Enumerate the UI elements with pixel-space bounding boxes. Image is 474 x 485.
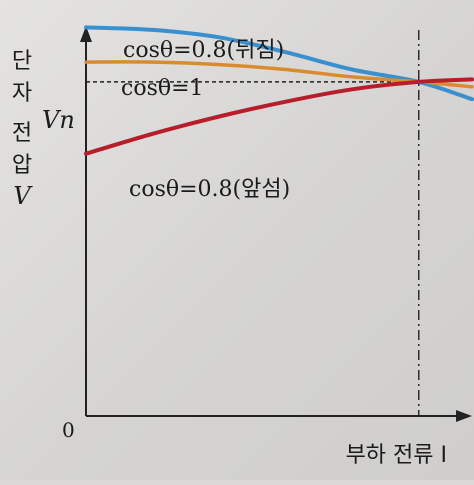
x-axis-label: 부하 전류 I: [346, 443, 447, 468]
rated-voltage-label: Vn: [42, 106, 75, 134]
label-lagging-pf: cosθ=0.8(뒤짐): [123, 38, 284, 63]
label-unity-pf: cosθ=1: [121, 76, 204, 101]
label-leading-pf: cosθ=0.8(앞섬): [129, 177, 290, 202]
y-axis-arrow: [80, 26, 92, 42]
x-axis-arrow: [456, 410, 472, 422]
origin-label: 0: [62, 418, 75, 442]
curve-leading-pf: [84, 77, 474, 156]
